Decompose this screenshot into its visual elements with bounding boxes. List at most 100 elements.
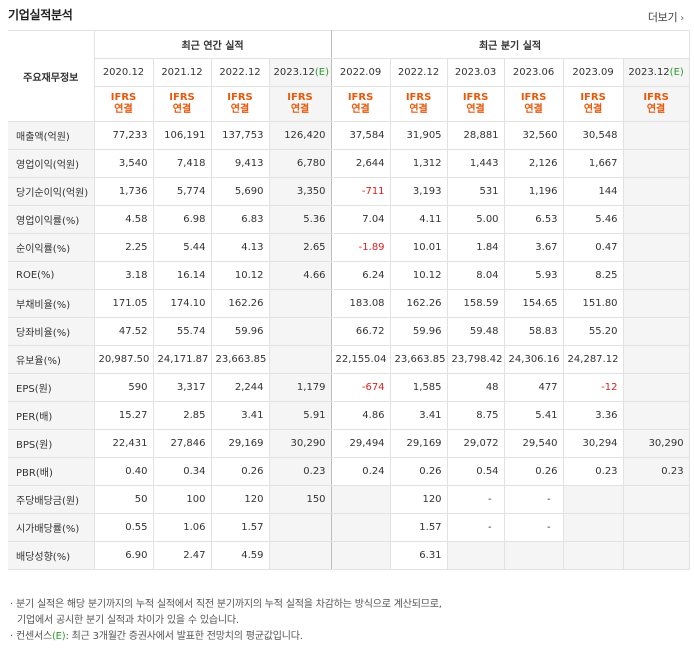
table-cell: 23,798.42 — [446, 345, 505, 374]
row-label: 당좌비율(%) — [8, 317, 95, 346]
table-cell: 32,560 — [503, 121, 564, 150]
row-label: 영업이익률(%) — [8, 205, 95, 234]
table-cell: 150 — [268, 485, 332, 514]
table-cell: 30,294 — [562, 429, 624, 458]
table-cell: 3,350 — [268, 177, 332, 206]
period-header-quarter: 2022.09 — [330, 58, 391, 87]
table-cell — [622, 373, 690, 402]
footnotes: · 분기 실적은 해당 분기까지의 누적 실적에서 직전 분기까지의 누적 실적… — [10, 597, 442, 645]
table-cell — [622, 233, 690, 262]
table-cell: 3.67 — [503, 233, 564, 262]
ifrs-label: IFRS 연결 — [330, 86, 391, 122]
table-cell: -12 — [562, 373, 624, 402]
table-row: 당기순이익(억원) 1,736 5,774 5,690 3,350 -711 3,193 53… — [8, 177, 690, 206]
table-cell: 154.65 — [503, 289, 564, 318]
table-cell: 0.26 — [389, 457, 448, 486]
table-cell — [622, 121, 690, 150]
table-cell: 4.86 — [330, 401, 391, 430]
table-cell: 10.12 — [389, 261, 448, 290]
table-cell — [562, 485, 624, 514]
table-cell: 120 — [210, 485, 270, 514]
table-cell — [622, 205, 690, 234]
row-label: 영업이익(억원) — [8, 149, 95, 178]
table-cell: 2.85 — [152, 401, 212, 430]
table-cell — [622, 345, 690, 374]
footnote-2: · 컨센서스(E): 최근 3개월간 증권사에서 발표한 전망치의 평균값입니다… — [10, 631, 303, 642]
ifrs-label: IFRS 연결 — [503, 86, 564, 122]
table-cell: 1,312 — [389, 149, 448, 178]
table-cell: 183.08 — [330, 289, 391, 318]
row-label: PBR(배) — [8, 457, 95, 486]
table-cell: 477 — [503, 373, 564, 402]
table-cell: 162.26 — [389, 289, 448, 318]
table-cell: - — [446, 513, 505, 542]
table-cell: 5.93 — [503, 261, 564, 290]
table-cell: 0.26 — [503, 457, 564, 486]
table-cell: 6.83 — [210, 205, 270, 234]
table-cell — [503, 541, 564, 570]
table-cell: 162.26 — [210, 289, 270, 318]
ifrs-label: IFRS 연결 — [210, 86, 270, 122]
footnote-1: · 분기 실적은 해당 분기까지의 누적 실적에서 직전 분기까지의 누적 실적… — [10, 599, 442, 610]
period-header-quarter: 2023.03 — [446, 58, 505, 87]
table-cell: 8.75 — [446, 401, 505, 430]
table-cell: 5.00 — [446, 205, 505, 234]
table-cell — [622, 513, 690, 542]
table-cell — [622, 261, 690, 290]
table-row: 영업이익(억원) 3,540 7,418 9,413 6,780 2,644 1,312 1,… — [8, 149, 690, 178]
table-cell: 144 — [562, 177, 624, 206]
row-label: ROE(%) — [8, 261, 95, 290]
chevron-right-icon: › — [680, 13, 684, 24]
table-cell: 5.44 — [152, 233, 212, 262]
table-cell: 24,287.12 — [562, 345, 624, 374]
footnote-1-cont: 기업에서 공시한 분기 실적과 차이가 있을 수 있습니다. — [17, 615, 239, 626]
table-row: 순이익률(%) 2.25 5.44 4.13 2.65 -1.89 10.01 1.84 3.6… — [8, 233, 690, 262]
table-cell — [622, 541, 690, 570]
table-row: 매출액(억원) 77,233 106,191 137,753 126,420 37,584… — [8, 121, 690, 150]
ifrs-label: IFRS 연결 — [268, 86, 332, 122]
table-cell: 30,290 — [268, 429, 332, 458]
table-cell: 31,905 — [389, 121, 448, 150]
table-cell: 1.57 — [389, 513, 448, 542]
table-cell: -1.89 — [330, 233, 391, 262]
table-cell: 3,193 — [389, 177, 448, 206]
table-cell: 58.83 — [503, 317, 564, 346]
more-link[interactable]: 더보기 › — [648, 9, 684, 25]
table-cell: 29,494 — [330, 429, 391, 458]
table-cell: 28,881 — [446, 121, 505, 150]
period-header-quarter: 2022.12 — [389, 58, 448, 87]
table-cell: 0.26 — [210, 457, 270, 486]
ifrs-label: IFRS 연결 — [152, 86, 212, 122]
row-label: 유보율(%) — [8, 345, 95, 374]
table-cell: 8.04 — [446, 261, 505, 290]
table-cell: 23,663.85 — [389, 345, 448, 374]
row-label: BPS(원) — [8, 429, 95, 458]
table-cell: 20,987.50 — [93, 345, 154, 374]
table-cell: 4.11 — [389, 205, 448, 234]
table-cell — [268, 345, 332, 374]
period-header-quarter: 2023.06 — [503, 58, 564, 87]
table-cell: 27,846 — [152, 429, 212, 458]
table-row: 부채비율(%) 171.05 174.10 162.26 183.08 162.26 158… — [8, 289, 690, 318]
ifrs-label: IFRS 연결 — [389, 86, 448, 122]
table-cell: 4.13 — [210, 233, 270, 262]
table-cell — [622, 485, 690, 514]
section-title: 기업실적분석 — [8, 8, 73, 22]
table-cell: 100 — [152, 485, 212, 514]
table-cell — [330, 485, 391, 514]
table-cell: 3.36 — [562, 401, 624, 430]
row-label: 부채비율(%) — [8, 289, 95, 318]
table-cell: 66.72 — [330, 317, 391, 346]
table-cell: 531 — [446, 177, 505, 206]
table-row: PER(배) 15.27 2.85 3.41 5.91 4.86 3.41 8.75 5.41 3… — [8, 401, 690, 430]
row-label: 주당배당금(원) — [8, 485, 95, 514]
table-cell — [622, 177, 690, 206]
table-cell: 50 — [93, 485, 154, 514]
period-header-annual: 2023.12(E) — [268, 58, 332, 87]
table-cell: 1,443 — [446, 149, 505, 178]
table-cell: 2,244 — [210, 373, 270, 402]
table-cell: 55.20 — [562, 317, 624, 346]
table-row: BPS(원) 22,431 27,846 29,169 30,290 29,494 29,1… — [8, 429, 690, 458]
table-cell: 10.01 — [389, 233, 448, 262]
